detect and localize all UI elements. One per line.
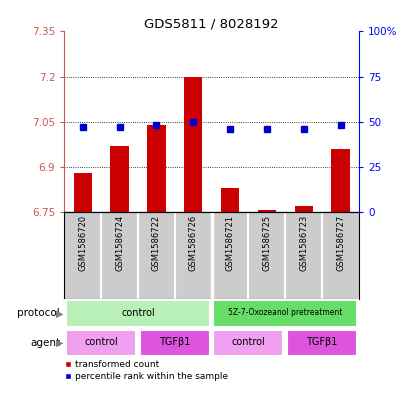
Text: control: control xyxy=(232,337,265,347)
Bar xyxy=(184,77,203,212)
Text: TGFβ1: TGFβ1 xyxy=(159,337,190,347)
FancyBboxPatch shape xyxy=(213,330,283,356)
Text: GSM1586725: GSM1586725 xyxy=(262,215,271,271)
Text: GSM1586722: GSM1586722 xyxy=(152,215,161,271)
Text: control: control xyxy=(84,337,118,347)
Text: GSM1586721: GSM1586721 xyxy=(226,215,234,271)
Text: GSM1586723: GSM1586723 xyxy=(299,215,308,271)
Bar xyxy=(221,188,239,212)
Title: GDS5811 / 8028192: GDS5811 / 8028192 xyxy=(144,17,279,30)
Text: TGFβ1: TGFβ1 xyxy=(306,337,338,347)
Text: GSM1586724: GSM1586724 xyxy=(115,215,124,271)
Bar xyxy=(110,146,129,212)
Legend: transformed count, percentile rank within the sample: transformed count, percentile rank withi… xyxy=(61,356,232,385)
Text: GSM1586727: GSM1586727 xyxy=(336,215,345,271)
Bar xyxy=(258,210,276,212)
FancyBboxPatch shape xyxy=(66,330,136,356)
Text: 5Z-7-Oxozeanol pretreatment: 5Z-7-Oxozeanol pretreatment xyxy=(228,309,342,317)
Bar xyxy=(331,149,350,212)
Text: GSM1586726: GSM1586726 xyxy=(189,215,198,271)
Text: protocol: protocol xyxy=(17,309,60,318)
Text: agent: agent xyxy=(30,338,60,348)
FancyBboxPatch shape xyxy=(287,330,357,356)
Bar xyxy=(73,173,92,212)
FancyBboxPatch shape xyxy=(213,300,357,327)
FancyBboxPatch shape xyxy=(140,330,210,356)
Text: ▶: ▶ xyxy=(56,338,63,348)
Text: control: control xyxy=(121,308,155,318)
FancyBboxPatch shape xyxy=(66,300,210,327)
Bar xyxy=(295,206,313,212)
Bar xyxy=(147,125,166,212)
Text: ▶: ▶ xyxy=(56,309,63,318)
Text: GSM1586720: GSM1586720 xyxy=(78,215,87,271)
